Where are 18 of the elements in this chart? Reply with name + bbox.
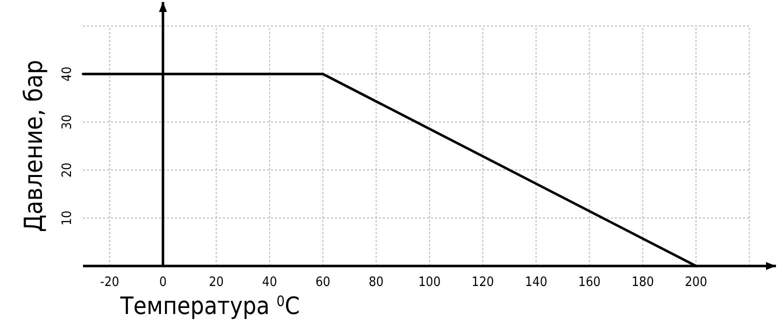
x-tick-label: 40 (262, 275, 278, 290)
x-tick-label: 20 (208, 275, 224, 290)
y-tick-label: 10 (60, 210, 75, 226)
y-axis-title: Давление, бар (19, 60, 48, 232)
x-axis-title: Температура $^{0}$C (119, 292, 300, 320)
x-tick-label: 180 (632, 275, 654, 290)
x-tick-label: -20 (100, 275, 120, 290)
y-tick-label: 20 (60, 162, 75, 178)
x-tick-label: 80 (368, 275, 384, 290)
x-tick-label: 60 (315, 275, 330, 290)
x-tick-label: 0 (159, 275, 167, 290)
y-tick-label: 30 (60, 114, 75, 130)
x-tick-label: 140 (524, 275, 548, 290)
y-tick-label: 40 (60, 66, 75, 82)
x-tick-label: 100 (418, 275, 441, 290)
x-tick-label: 120 (472, 275, 494, 290)
x-tick-label: 160 (578, 275, 601, 290)
x-tick-label: 200 (684, 275, 708, 290)
